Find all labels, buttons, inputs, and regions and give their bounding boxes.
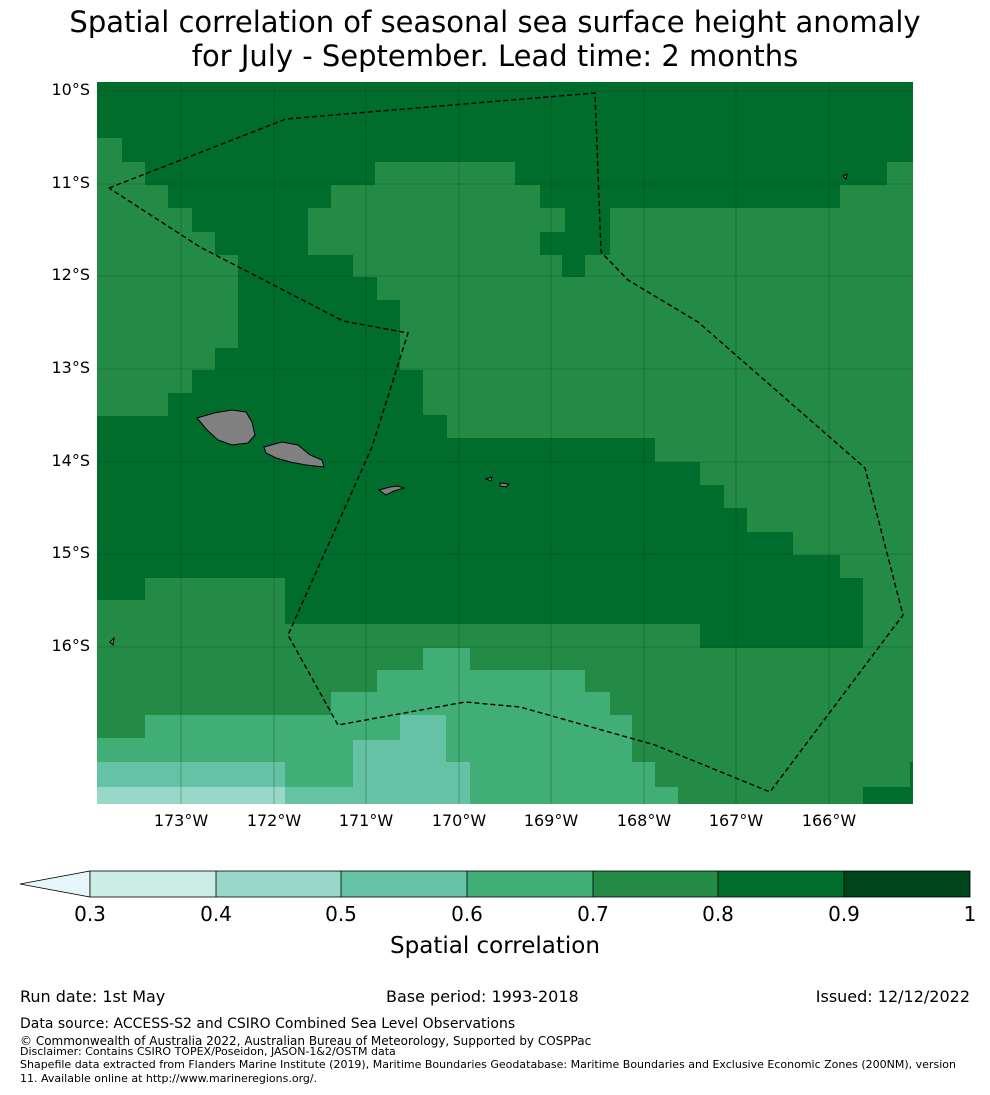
issued-date: Issued: 12/12/2022 [815, 987, 970, 1006]
chart-title-line1: Spatial correlation of seasonal sea surf… [69, 5, 921, 39]
colorbar-segment-0.6-0.7 [467, 871, 593, 897]
colorbar-outline [89, 870, 971, 898]
lon-label-170w: 170°W [431, 811, 487, 830]
lat-label-12s: 12°S [51, 265, 90, 284]
colorbar-tick-0.7: 0.7 [577, 902, 609, 926]
colorbar-tick-0.5: 0.5 [325, 902, 357, 926]
colorbar-tick-0.4: 0.4 [200, 902, 232, 926]
copyright: © Commonwealth of Australia 2022, Austra… [20, 1034, 592, 1048]
chart-title-line2: for July - September. Lead time: 2 month… [191, 39, 799, 73]
disclaimer: Disclaimer: Contains CSIRO TOPEX/Poseido… [20, 1045, 396, 1058]
lat-label-11s: 11°S [51, 173, 90, 192]
islands [109, 173, 848, 647]
colorbar-tick-1: 1 [963, 902, 977, 926]
map-region-0.7-0.8-west [97, 138, 238, 416]
island-savaii [196, 409, 256, 446]
colorbar-segment-0.5-0.6 [341, 871, 467, 897]
colorbar-segment-0.7-0.8 [593, 871, 718, 897]
run-date: Run date: 1st May [20, 987, 166, 1006]
map-region-0.5-0.6-patch [400, 715, 446, 740]
lon-label-166w: 166°W [801, 811, 857, 830]
colorbar-tick-0.8: 0.8 [702, 902, 734, 926]
lon-label-167w: 167°W [708, 811, 764, 830]
map-region-0.8-0.9-corner [863, 787, 913, 804]
lat-label-10s: 10°S [51, 80, 90, 99]
colorbar-tick-0.3: 0.3 [74, 902, 106, 926]
lon-label-172w: 172°W [246, 811, 302, 830]
island-tau [499, 482, 511, 488]
maritime-boundary [108, 92, 904, 793]
base-period: Base period: 1993-2018 [386, 987, 579, 1006]
map-gridlines [97, 82, 913, 804]
island-swains [842, 173, 848, 181]
island-upolu [263, 441, 325, 468]
lat-label-15s: 15°S [51, 543, 90, 562]
lat-label-14s: 14°S [51, 451, 90, 470]
colorbar-segment-0.3-0.4 [90, 871, 216, 897]
island-ofu [484, 476, 493, 482]
lon-label-171w: 171°W [338, 811, 394, 830]
data-source: Data source: ACCESS-S2 and CSIRO Combine… [20, 1016, 516, 1032]
lon-label-168w: 168°W [616, 811, 672, 830]
correlation-map [97, 82, 913, 804]
colorbar-tick-0.6: 0.6 [451, 902, 483, 926]
lon-label-173w: 173°W [153, 811, 209, 830]
map-region-0.4-0.5 [97, 787, 285, 804]
colorbar-segment-0.9-1 [844, 871, 970, 897]
map-region-0.7-0.8-central [97, 162, 913, 804]
lat-label-16s: 16°S [51, 636, 90, 655]
colorbar-segment-0.4-0.5 [216, 871, 341, 897]
lon-label-169w: 169°W [523, 811, 579, 830]
colorbar-extend-arrow [19, 870, 91, 898]
colorbar-tick-0.9: 0.9 [828, 902, 860, 926]
island-tutuila [377, 485, 406, 496]
colorbar [19, 870, 971, 898]
map-region-0.8-0.9-edge [910, 762, 913, 787]
island-small-west [109, 636, 115, 647]
lat-label-13s: 13°S [51, 358, 90, 377]
colorbar-segment-0.8-0.9 [718, 871, 844, 897]
shapefile-credit: Shapefile data extracted from Flanders M… [20, 1058, 956, 1085]
colorbar-label: Spatial correlation [390, 933, 600, 959]
